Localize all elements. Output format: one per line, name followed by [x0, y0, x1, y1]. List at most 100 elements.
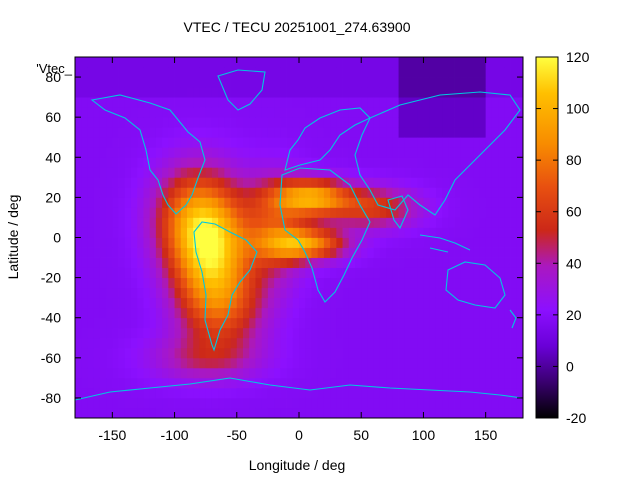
heatmap-cell [454, 67, 462, 78]
heatmap-cell [81, 337, 88, 349]
heatmap-cell [323, 177, 331, 188]
heatmap-cell [249, 357, 256, 369]
heatmap-cell [267, 117, 275, 128]
heatmap-cell [485, 127, 493, 138]
heatmap-cell [336, 347, 343, 359]
heatmap-cell [286, 377, 294, 389]
heatmap-cell [361, 247, 368, 258]
heatmap-cell [336, 177, 343, 188]
heatmap-cell [392, 327, 399, 339]
heatmap-cell [355, 277, 362, 289]
heatmap-cell [106, 87, 113, 98]
heatmap-cell [442, 177, 449, 188]
heatmap-cell [417, 187, 424, 198]
heatmap-cell [404, 317, 412, 329]
heatmap-cell [367, 267, 375, 279]
heatmap-cell [460, 327, 468, 339]
heatmap-cell [168, 57, 175, 68]
heatmap-cell [473, 67, 480, 78]
heatmap-cell [317, 257, 325, 268]
heatmap-cell [168, 97, 175, 108]
heatmap-cell [510, 167, 518, 178]
heatmap-cell [498, 317, 505, 329]
heatmap-cell [236, 367, 244, 379]
heatmap-cell [417, 197, 424, 208]
heatmap-cell [93, 277, 101, 289]
heatmap-cell [255, 347, 263, 359]
heatmap-cell [448, 287, 455, 299]
heatmap-cell [255, 217, 263, 228]
heatmap-cell [516, 237, 524, 248]
heatmap-cell [342, 287, 350, 299]
heatmap-cell [149, 157, 157, 168]
heatmap-cell [467, 247, 474, 258]
heatmap-cell [448, 167, 455, 178]
heatmap-cell [155, 57, 163, 68]
heatmap-cell [149, 217, 157, 228]
heatmap-cell [168, 137, 175, 148]
heatmap-cell [299, 107, 306, 118]
heatmap-cell [317, 347, 325, 359]
heatmap-cell [491, 317, 499, 329]
heatmap-cell [485, 87, 493, 98]
heatmap-cell [255, 337, 263, 349]
heatmap-cell [336, 127, 343, 138]
heatmap-cell [274, 147, 281, 158]
heatmap-cell [467, 147, 474, 158]
heatmap-cell [504, 67, 511, 78]
heatmap-cell [330, 377, 337, 389]
heatmap-cell [510, 187, 518, 198]
heatmap-cell [379, 207, 387, 218]
heatmap-cell [174, 337, 182, 349]
heatmap-cell [311, 227, 319, 238]
heatmap-cell [81, 57, 88, 68]
heatmap-cell [87, 117, 95, 128]
heatmap-cell [205, 367, 213, 379]
heatmap-cell [112, 247, 119, 258]
heatmap-cell [75, 317, 82, 329]
heatmap-cell [498, 327, 505, 339]
heatmap-cell [411, 207, 418, 218]
heatmap-cell [106, 267, 113, 279]
heatmap-cell [355, 77, 362, 88]
heatmap-cell [180, 137, 188, 148]
heatmap-cell [143, 77, 151, 88]
heatmap-cell [87, 367, 95, 379]
heatmap-cell [286, 247, 294, 258]
heatmap-cell [106, 237, 113, 248]
heatmap-cell [473, 187, 480, 198]
heatmap-cell [255, 387, 263, 399]
heatmap-cell [193, 157, 200, 168]
heatmap-cell [355, 387, 362, 399]
heatmap-cell [467, 57, 474, 68]
heatmap-cell [355, 227, 362, 238]
heatmap-cell [131, 287, 138, 299]
heatmap-cell [404, 387, 412, 399]
heatmap-cell [249, 397, 256, 409]
heatmap-cell [361, 387, 368, 399]
heatmap-cell [274, 287, 281, 299]
heatmap-cell [218, 377, 225, 389]
heatmap-cell [224, 197, 231, 208]
heatmap-cell [498, 77, 505, 88]
heatmap-cell [330, 367, 337, 379]
heatmap-cell [355, 297, 362, 309]
heatmap-cell [274, 97, 281, 108]
heatmap-cell [516, 267, 524, 279]
heatmap-cell [417, 227, 424, 238]
heatmap-cell [280, 97, 287, 108]
heatmap-cell [280, 227, 287, 238]
heatmap-cell [311, 117, 319, 128]
heatmap-cell [143, 207, 151, 218]
heatmap-cell [516, 407, 524, 419]
heatmap-cell [255, 397, 263, 409]
heatmap-cell [199, 167, 207, 178]
heatmap-cell [143, 87, 151, 98]
heatmap-cell [473, 227, 480, 238]
heatmap-cell [124, 167, 132, 178]
heatmap-cell [118, 317, 126, 329]
heatmap-cell [299, 67, 306, 78]
heatmap-cell [124, 227, 132, 238]
heatmap-cell [323, 137, 331, 148]
heatmap-cell [435, 397, 443, 409]
